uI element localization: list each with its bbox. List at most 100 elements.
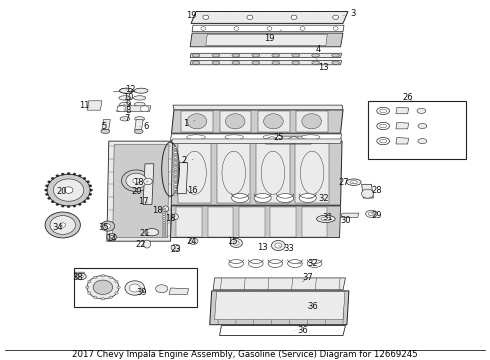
Ellipse shape (163, 208, 166, 210)
Ellipse shape (230, 238, 242, 248)
Ellipse shape (163, 220, 166, 221)
Ellipse shape (101, 274, 105, 277)
Ellipse shape (89, 185, 92, 187)
Polygon shape (256, 143, 290, 203)
Ellipse shape (232, 61, 240, 64)
Polygon shape (362, 184, 373, 198)
Text: 39: 39 (137, 287, 147, 297)
Polygon shape (239, 207, 265, 237)
Ellipse shape (380, 109, 387, 113)
Ellipse shape (189, 238, 198, 244)
Polygon shape (210, 291, 349, 325)
Ellipse shape (307, 260, 322, 267)
Ellipse shape (299, 194, 317, 202)
Ellipse shape (380, 124, 387, 128)
Text: 19: 19 (186, 10, 202, 19)
Ellipse shape (64, 187, 73, 193)
Ellipse shape (51, 201, 54, 203)
Ellipse shape (115, 292, 118, 294)
Ellipse shape (134, 129, 143, 134)
Ellipse shape (173, 189, 177, 190)
Ellipse shape (109, 276, 113, 279)
Ellipse shape (173, 191, 177, 193)
Ellipse shape (212, 54, 220, 57)
Ellipse shape (67, 172, 70, 175)
Ellipse shape (61, 205, 64, 207)
Ellipse shape (133, 178, 140, 183)
Ellipse shape (163, 225, 166, 227)
Polygon shape (113, 145, 169, 238)
Polygon shape (396, 138, 409, 144)
Polygon shape (295, 143, 329, 203)
Text: 26: 26 (402, 94, 413, 102)
Ellipse shape (87, 181, 90, 183)
Ellipse shape (48, 181, 50, 183)
Ellipse shape (120, 88, 133, 93)
Ellipse shape (232, 54, 240, 57)
Ellipse shape (163, 235, 166, 237)
Ellipse shape (140, 106, 149, 112)
Polygon shape (172, 139, 342, 143)
Ellipse shape (56, 175, 59, 177)
Ellipse shape (192, 61, 200, 64)
Ellipse shape (173, 167, 177, 168)
Ellipse shape (173, 186, 177, 188)
Ellipse shape (268, 260, 283, 267)
Ellipse shape (417, 108, 426, 113)
Ellipse shape (187, 114, 207, 129)
Ellipse shape (248, 260, 263, 267)
Ellipse shape (134, 102, 145, 107)
Text: 35: 35 (98, 223, 109, 232)
Ellipse shape (332, 61, 340, 64)
Ellipse shape (173, 152, 177, 153)
Polygon shape (74, 272, 84, 278)
Ellipse shape (134, 88, 148, 93)
Text: 23: 23 (170, 245, 181, 253)
Ellipse shape (101, 297, 105, 300)
Text: 37: 37 (302, 274, 313, 282)
Ellipse shape (276, 194, 294, 202)
Text: 36: 36 (294, 326, 308, 335)
Text: 22: 22 (136, 240, 147, 249)
Ellipse shape (173, 176, 177, 178)
Ellipse shape (101, 129, 110, 134)
Ellipse shape (321, 217, 331, 221)
Polygon shape (341, 213, 359, 217)
Polygon shape (190, 60, 342, 65)
Ellipse shape (61, 173, 64, 175)
Text: 3: 3 (343, 9, 355, 18)
Ellipse shape (225, 135, 244, 139)
Polygon shape (266, 136, 312, 144)
Ellipse shape (117, 106, 126, 112)
Ellipse shape (377, 138, 390, 145)
Ellipse shape (312, 61, 319, 64)
Text: 4: 4 (316, 45, 321, 54)
Ellipse shape (254, 194, 271, 202)
Ellipse shape (67, 206, 70, 208)
Text: 18: 18 (165, 214, 176, 223)
Ellipse shape (122, 170, 151, 192)
Ellipse shape (47, 174, 90, 206)
Ellipse shape (333, 15, 339, 19)
Ellipse shape (263, 135, 282, 139)
Ellipse shape (203, 15, 209, 19)
Text: 18: 18 (152, 206, 163, 215)
Text: 12: 12 (124, 85, 135, 94)
Ellipse shape (107, 233, 117, 240)
Ellipse shape (292, 61, 300, 64)
Ellipse shape (173, 162, 177, 163)
Ellipse shape (362, 189, 374, 198)
Ellipse shape (135, 117, 145, 121)
Ellipse shape (366, 210, 377, 217)
Ellipse shape (173, 154, 177, 156)
Ellipse shape (201, 27, 206, 30)
Ellipse shape (89, 193, 92, 195)
Ellipse shape (267, 137, 277, 143)
Polygon shape (206, 34, 327, 45)
Ellipse shape (163, 210, 166, 211)
Polygon shape (143, 164, 154, 204)
Ellipse shape (117, 286, 121, 289)
Polygon shape (220, 325, 345, 336)
Ellipse shape (50, 216, 75, 234)
Ellipse shape (85, 286, 89, 289)
